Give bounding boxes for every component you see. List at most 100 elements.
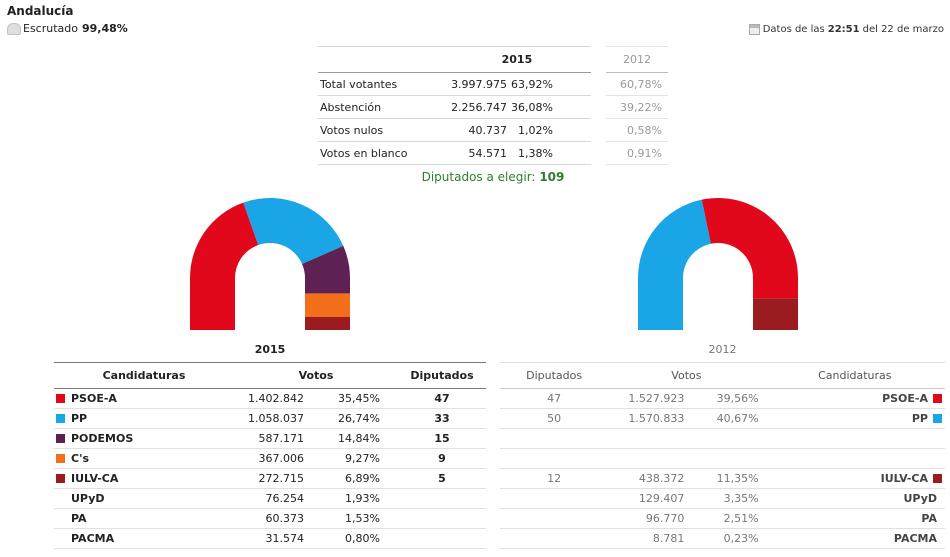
participation-row: Votos nulos 40.737 1,02% — [318, 118, 591, 142]
participation-label: Votos nulos — [318, 118, 443, 142]
party-name: C's — [71, 452, 89, 465]
participation-pct-2012: 39,22% — [606, 95, 668, 119]
hemicycle-slice-pp — [243, 198, 344, 264]
header-candidaturas: Candidaturas — [54, 362, 234, 389]
participation-pct: 63,92% — [509, 72, 591, 96]
header-diputados: Diputados — [398, 362, 486, 389]
results-row-2015: C's 367.006 9,27% 9 — [54, 448, 486, 469]
party-pct: 14,84% — [304, 428, 398, 449]
seats-to-elect: Diputados a elegir: 109 — [318, 170, 668, 184]
header-diputados-2012: Diputados — [500, 362, 609, 389]
party-votes: 587.171 — [234, 428, 304, 449]
party-cell: C's — [54, 448, 234, 469]
participation-votes: 2.256.747 — [442, 95, 510, 119]
participation-header-2012: 2012 — [606, 46, 668, 73]
participation-pct-2012: 0,58% — [606, 118, 668, 142]
participation-pct: 1,38% — [509, 141, 591, 165]
participation-table-2012: 2012 60,78% 39,22% 0,58% 0,91% — [606, 46, 668, 165]
results-header-2015: Candidaturas Votos Diputados — [54, 362, 486, 389]
hemicycle-chart-2015 — [190, 198, 350, 330]
party-votes-2012 — [608, 448, 685, 469]
participation-row-2012: 60,78% — [606, 72, 668, 96]
party-cell-2012 — [764, 428, 945, 449]
party-seats-2012 — [500, 528, 609, 549]
seats-to-elect-value: 109 — [539, 170, 565, 184]
results-row-2012: 50 1.570.833 40,67% PP — [500, 408, 945, 429]
party-color-swatch — [56, 394, 65, 403]
hemicycle-slice-psoe-a — [190, 278, 235, 330]
party-color-swatch-2012 — [933, 474, 942, 483]
party-seats-2012: 47 — [500, 388, 609, 409]
party-cell-2012: PSOE-A — [764, 388, 945, 409]
datos-time: 22:51 — [827, 24, 860, 35]
participation-year-2012: 2012 — [606, 46, 668, 73]
party-cell-2012 — [764, 448, 945, 469]
party-color-swatch — [56, 514, 65, 523]
party-color-swatch — [56, 434, 65, 443]
results-year-2015: 2015 — [254, 343, 286, 356]
participation-empty-header — [318, 46, 443, 73]
ballot-box-icon — [7, 22, 21, 35]
results-row-2012: 8.781 0,23% PACMA — [500, 528, 945, 549]
hemicycle-slice-iulv-ca — [753, 298, 798, 330]
party-pct-2012: 11,35% — [684, 468, 765, 489]
header-votos-2012: Votos — [608, 362, 765, 389]
party-pct: 9,27% — [304, 448, 398, 469]
data-timestamp: Datos de las 22:51 del 22 de marzo — [748, 24, 944, 35]
results-row-2012: 129.407 3,35% UPyD — [500, 488, 945, 509]
party-color-swatch — [56, 534, 65, 543]
results-row-2012 — [500, 428, 945, 449]
party-seats-2012 — [500, 448, 609, 469]
party-seats — [398, 528, 486, 549]
party-seats-2012 — [500, 508, 609, 529]
datos-prefix: Datos de las — [762, 24, 825, 35]
party-color-swatch — [56, 494, 65, 503]
party-votes: 272.715 — [234, 468, 304, 489]
participation-label: Total votantes — [318, 72, 443, 96]
party-pct-2012 — [684, 428, 765, 449]
scrutiny-label: Escrutado — [23, 22, 78, 35]
hemicycle-slice-psoe-a — [753, 278, 798, 299]
party-cell: IULV-CA — [54, 468, 234, 489]
participation-pct-2012: 0,91% — [606, 141, 668, 165]
participation-votes: 3.997.975 — [442, 72, 510, 96]
party-votes: 1.402.842 — [234, 388, 304, 409]
party-cell: PSOE-A — [54, 388, 234, 409]
party-color-swatch-2012 — [933, 394, 942, 403]
hemicycle-slice-c-s — [305, 293, 350, 317]
party-cell: PODEMOS — [54, 428, 234, 449]
participation-row-2012: 0,91% — [606, 141, 668, 165]
results-row-2015: PP 1.058.037 26,74% 33 — [54, 408, 486, 429]
participation-label: Votos en blanco — [318, 141, 443, 165]
participation-row: Total votantes 3.997.975 63,92% — [318, 72, 591, 96]
hemicycle-slice-psoe-a — [701, 198, 798, 278]
party-seats: 33 — [398, 408, 486, 429]
participation-row-2012: 0,58% — [606, 118, 668, 142]
party-cell-2012: IULV-CA — [764, 468, 945, 489]
party-cell-2012: UPyD — [764, 488, 945, 509]
hemicycle-slice-psoe-a — [190, 202, 259, 278]
hemicycle-slice-pp — [638, 278, 683, 330]
results-row-2015: IULV-CA 272.715 6,89% 5 — [54, 468, 486, 489]
party-pct-2012 — [684, 448, 765, 469]
party-name: UPyD — [71, 492, 105, 505]
hemicycle-slice-podemos — [305, 278, 350, 294]
scrutiny-value: 99,48% — [82, 22, 128, 35]
party-cell: UPyD — [54, 488, 234, 509]
party-name-2012: PP — [911, 412, 928, 425]
party-votes: 60.373 — [234, 508, 304, 529]
party-name: PACMA — [71, 532, 115, 545]
party-votes-2012: 1.570.833 — [608, 408, 685, 429]
participation-votes: 40.737 — [442, 118, 510, 142]
party-seats: 15 — [398, 428, 486, 449]
header-votos: Votos — [234, 362, 398, 389]
party-votes-2012: 438.372 — [608, 468, 685, 489]
party-votes-2012: 1.527.923 — [608, 388, 685, 409]
party-cell-2012: PA — [764, 508, 945, 529]
party-seats: 5 — [398, 468, 486, 489]
hemicycle-slice-iulv-ca — [305, 316, 350, 330]
results-row-2012: 12 438.372 11,35% IULV-CA — [500, 468, 945, 489]
scrutiny-status: Escrutado 99,48% — [7, 22, 128, 35]
hemicycle-slice-podemos — [302, 245, 350, 278]
party-name: PP — [71, 412, 88, 425]
